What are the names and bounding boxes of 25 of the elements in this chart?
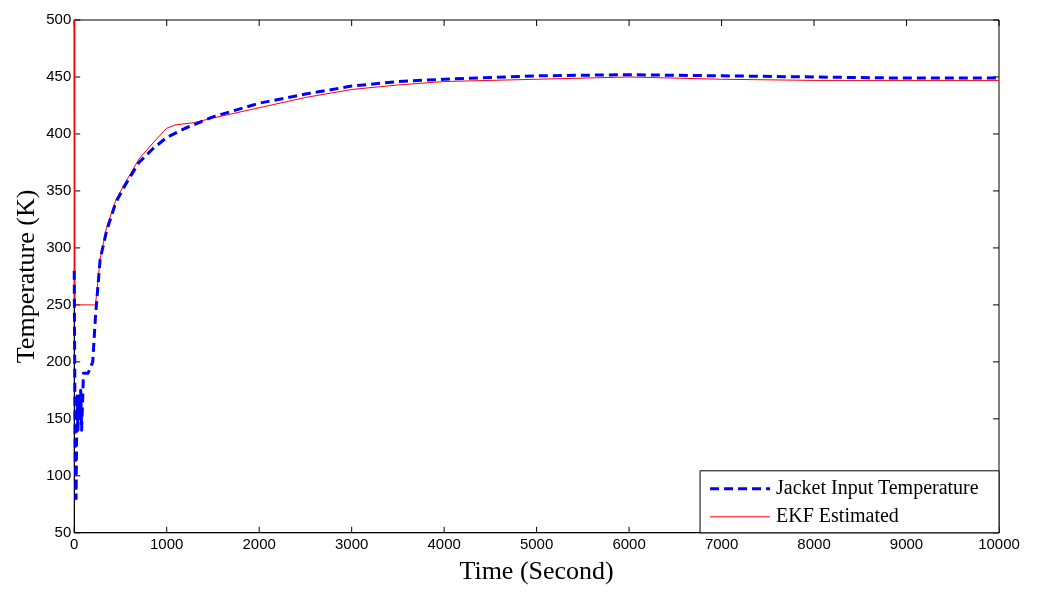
x-tick-label: 7000 bbox=[704, 534, 739, 552]
x-tick-label: 9000 bbox=[889, 534, 924, 552]
y-tick-label: 200 bbox=[46, 352, 72, 370]
y-tick-label: 300 bbox=[46, 238, 72, 256]
x-tick-label: 10000 bbox=[978, 534, 1020, 552]
x-tick-label: 1000 bbox=[150, 534, 184, 552]
x-tick-label: 8000 bbox=[797, 534, 831, 552]
x-tick-label: 4000 bbox=[427, 534, 461, 552]
x-tick-label: 2000 bbox=[242, 534, 276, 552]
x-tick-label: 5000 bbox=[519, 534, 554, 552]
y-tick-label: 500 bbox=[46, 10, 72, 28]
x-tick-label: 0 bbox=[70, 534, 79, 552]
x-axis-title: Time (Second) bbox=[459, 556, 614, 586]
y-tick-label: 400 bbox=[46, 124, 72, 142]
legend-label: Jacket Input Temperature bbox=[776, 476, 979, 500]
y-tick-label: 150 bbox=[46, 408, 72, 426]
y-tick-label: 100 bbox=[46, 465, 72, 483]
y-axis-title: Temperature (K) bbox=[11, 189, 41, 364]
y-tick-label: 50 bbox=[54, 522, 72, 540]
y-tick-label: 450 bbox=[46, 67, 72, 85]
legend-label: EKF Estimated bbox=[776, 504, 899, 527]
x-tick-label: 3000 bbox=[334, 534, 369, 552]
y-tick-label: 250 bbox=[46, 295, 72, 313]
y-tick-label: 350 bbox=[46, 181, 72, 199]
x-tick-label: 6000 bbox=[612, 534, 646, 552]
